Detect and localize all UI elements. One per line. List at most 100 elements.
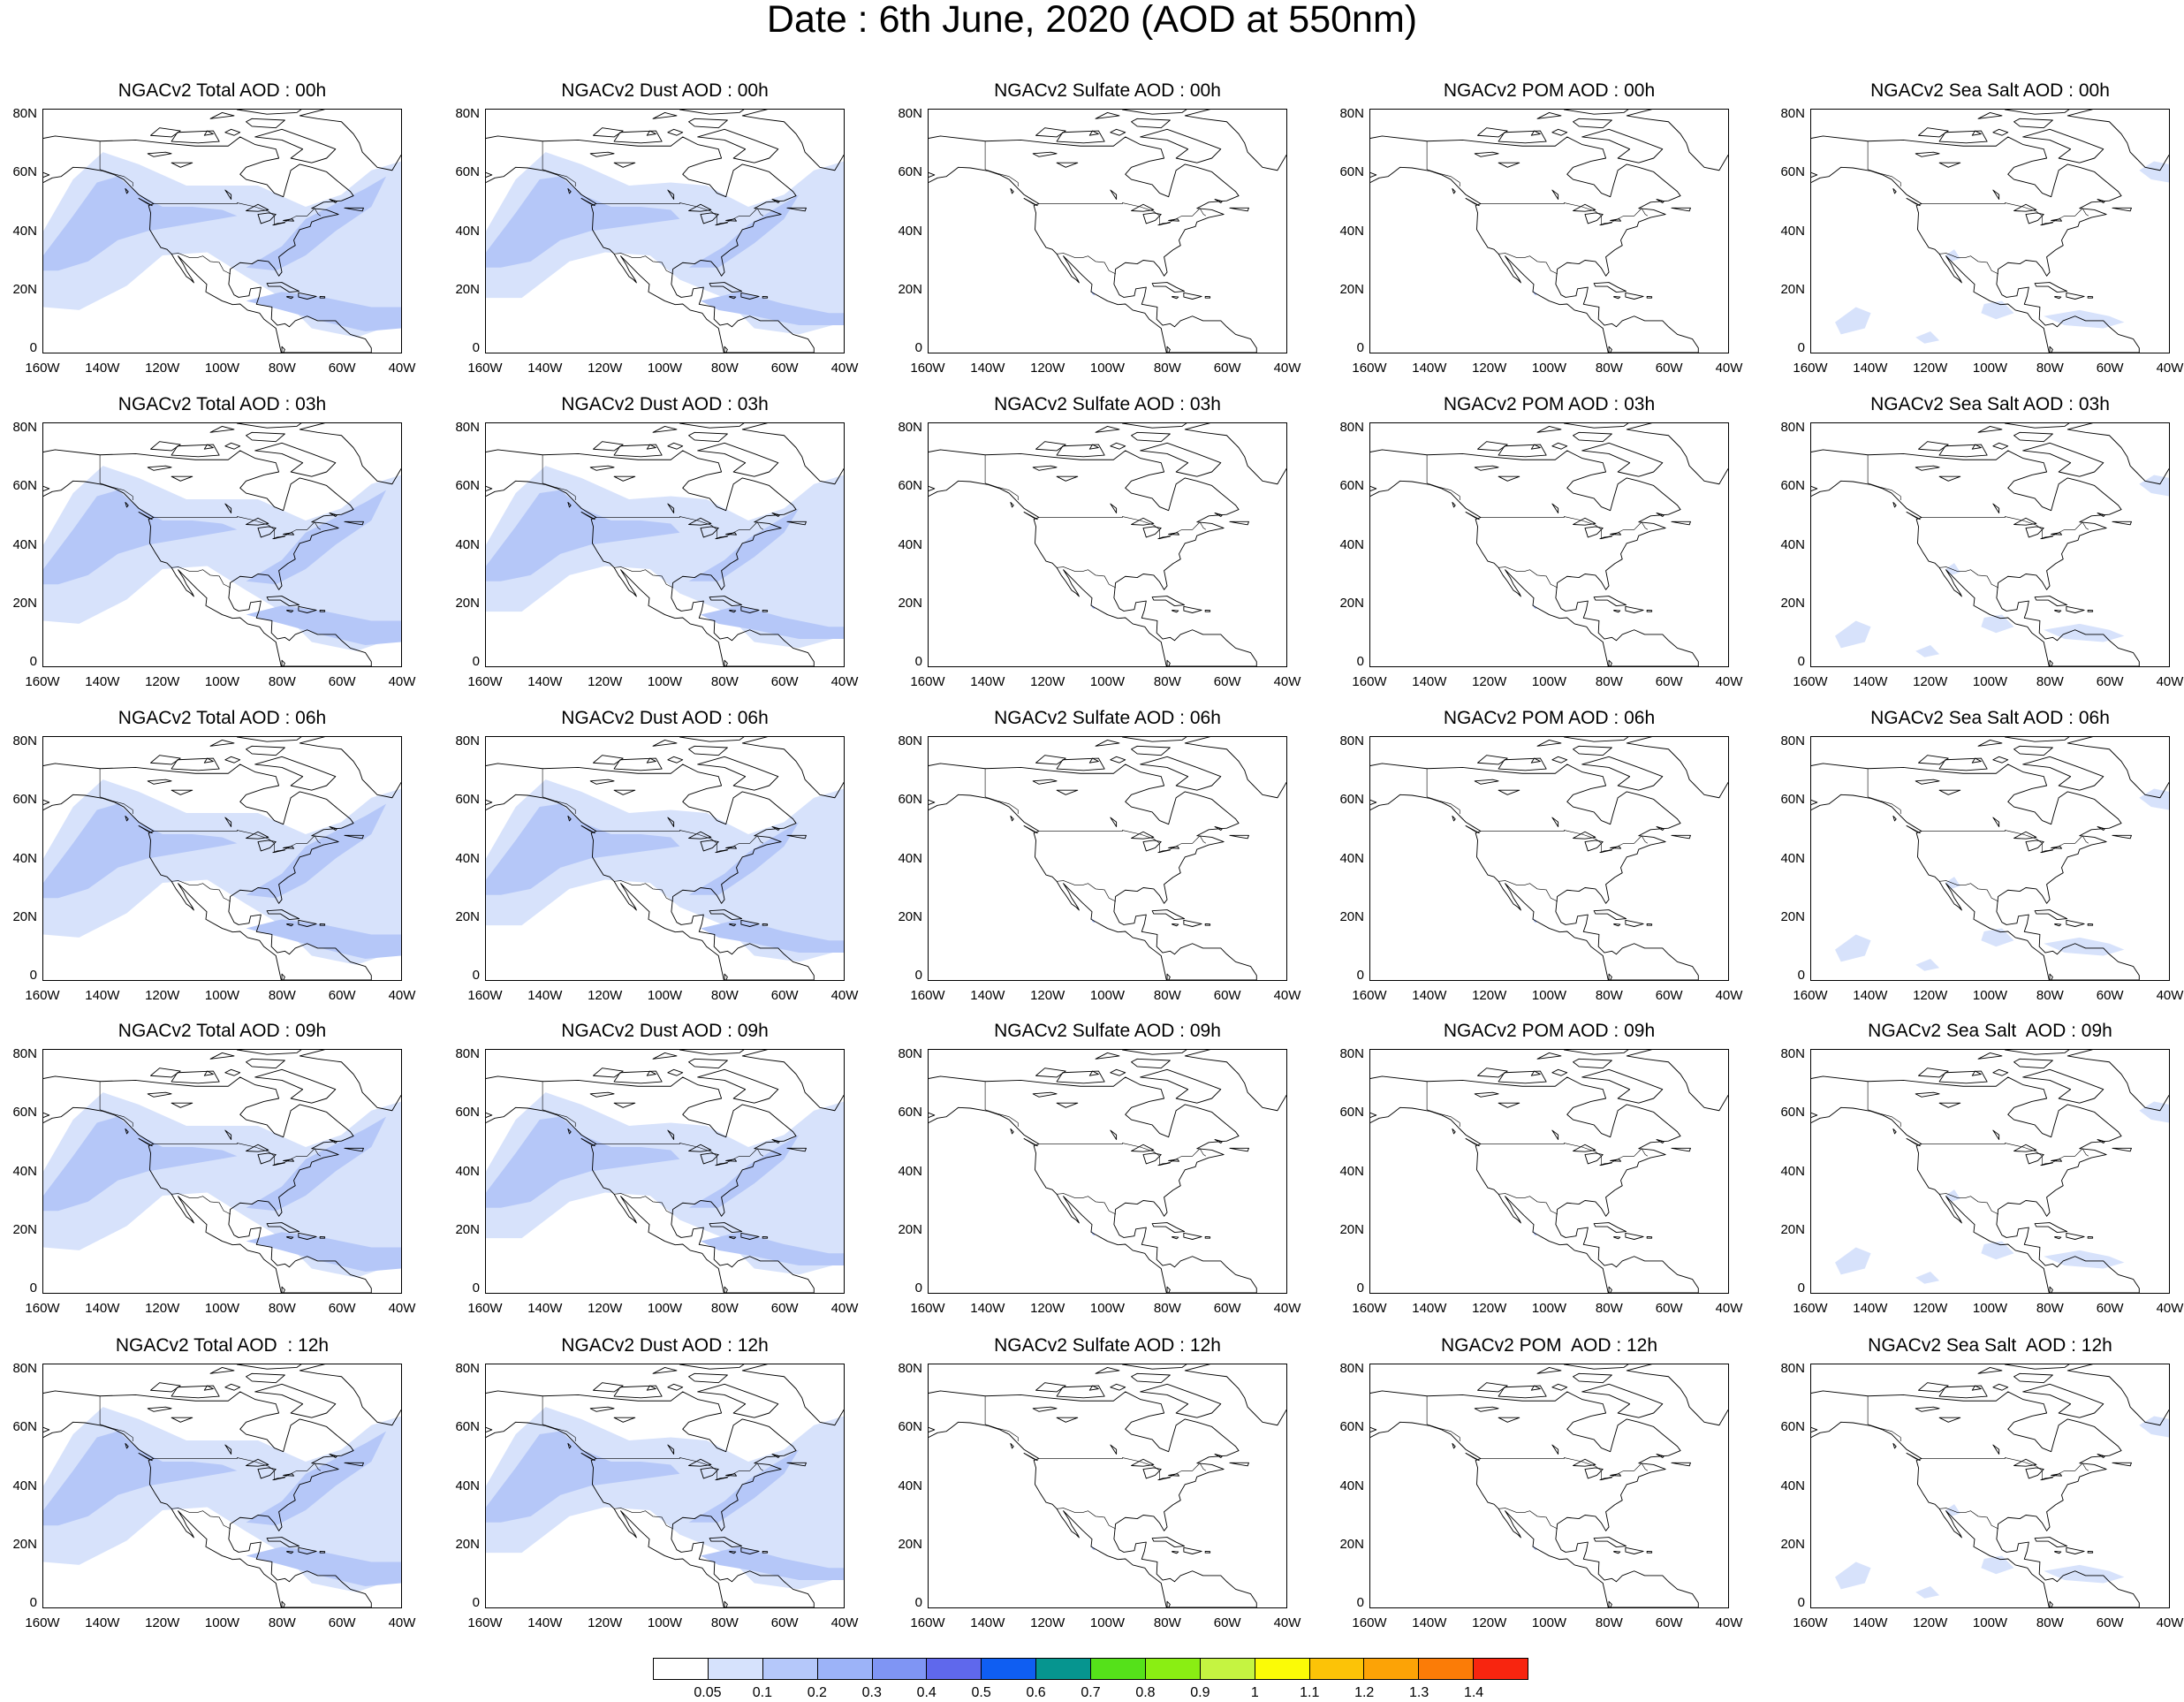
lon-tick-label: 60W bbox=[1213, 1615, 1241, 1630]
lon-tick-label: 60W bbox=[328, 988, 356, 1003]
aerosol-patch bbox=[1945, 1504, 1960, 1516]
coastline-lake bbox=[147, 1091, 172, 1098]
coastline-lake bbox=[1474, 779, 1499, 785]
map-canvas bbox=[1370, 423, 1728, 666]
lat-tick-label: 0 bbox=[1356, 1280, 1364, 1295]
coastline-lake bbox=[1498, 1102, 1520, 1108]
lat-tick-label: 0 bbox=[914, 1280, 922, 1295]
border-line bbox=[1867, 768, 1901, 814]
lat-tick-label: 80N bbox=[455, 1361, 480, 1376]
coastline-island bbox=[2013, 745, 2053, 756]
border-line bbox=[1480, 202, 1649, 226]
coastline-island bbox=[786, 834, 807, 840]
border-line bbox=[1057, 1193, 1117, 1215]
map-canvas bbox=[929, 110, 1286, 353]
border-line bbox=[171, 1508, 231, 1530]
lat-tick-label: 20N bbox=[898, 281, 922, 297]
political-borders bbox=[99, 454, 322, 589]
map-panel-dust bbox=[485, 1364, 845, 1608]
border-line bbox=[595, 1143, 764, 1166]
lat-tick-label: 0 bbox=[29, 968, 37, 983]
coastline-island bbox=[1214, 1453, 1223, 1458]
political-borders bbox=[542, 768, 764, 902]
coastline-island bbox=[2004, 1364, 2070, 1370]
border-line bbox=[984, 768, 1019, 814]
lat-tick-label: 60N bbox=[455, 164, 480, 180]
colorbar-tick-label: 1.2 bbox=[1354, 1685, 1375, 1700]
political-borders bbox=[99, 141, 322, 275]
coastline-island bbox=[1172, 295, 1179, 300]
coastline-island bbox=[2034, 596, 2068, 607]
coastline-island bbox=[236, 423, 302, 429]
coastline-island bbox=[1140, 756, 1222, 791]
lon-tick-label: 80W bbox=[710, 1615, 739, 1630]
aerosol-field bbox=[1835, 1101, 2169, 1284]
coastlines bbox=[1370, 737, 1728, 980]
lat-tick-label: 80N bbox=[12, 733, 37, 748]
coastline-island bbox=[688, 1058, 728, 1069]
lat-tick-label: 0 bbox=[1356, 654, 1364, 669]
coastline-island bbox=[298, 1546, 317, 1554]
coastline-north-america bbox=[929, 449, 1257, 666]
aerosol-patch bbox=[2139, 1101, 2169, 1123]
coastline-lake bbox=[1498, 1417, 1520, 1423]
coastline-lake bbox=[1498, 789, 1520, 795]
coastline-island bbox=[1906, 824, 1921, 834]
coastline-island bbox=[762, 295, 769, 299]
coastline-island bbox=[246, 1372, 285, 1384]
coastline-lake bbox=[224, 1444, 232, 1455]
coastline-north-america bbox=[1370, 763, 1699, 980]
coastline-island bbox=[1088, 130, 1099, 136]
coastline-island bbox=[1477, 1382, 1508, 1393]
aerosol-patch bbox=[688, 1449, 800, 1523]
coastline-lake bbox=[1032, 1406, 1058, 1412]
coastline-island bbox=[771, 512, 780, 517]
coastline-island bbox=[2066, 605, 2085, 613]
coastline-island bbox=[709, 909, 743, 921]
lon-tick-label: 100W bbox=[1531, 1615, 1567, 1630]
coastline-island bbox=[203, 1070, 214, 1076]
coastline-lake bbox=[2051, 846, 2062, 849]
border-line bbox=[171, 880, 231, 902]
coastline-island bbox=[2013, 1372, 2053, 1384]
lat-tick-label: 0 bbox=[29, 654, 37, 669]
coastline-lake bbox=[1992, 817, 2000, 827]
coastline-lake bbox=[589, 151, 615, 157]
border-line bbox=[1939, 1508, 1999, 1530]
lon-tick-label: 80W bbox=[1595, 361, 1623, 376]
coastline-greenland bbox=[1626, 737, 1728, 799]
border-line bbox=[1921, 830, 2089, 854]
political-borders bbox=[542, 1081, 764, 1215]
aerosol-patch bbox=[246, 490, 387, 585]
coastline-island bbox=[171, 757, 220, 771]
coastline-island bbox=[2013, 118, 2053, 129]
coastline-island bbox=[762, 1235, 769, 1239]
coastline-island bbox=[1229, 1147, 1249, 1152]
coastline-island bbox=[236, 1050, 302, 1055]
aerosol-patch bbox=[2044, 623, 2125, 642]
coastline-greenland bbox=[2066, 1364, 2169, 1426]
map-canvas bbox=[1811, 737, 2169, 980]
lat-tick-label: 60N bbox=[455, 1105, 480, 1121]
border-line bbox=[1498, 566, 1558, 589]
aerosol-patch bbox=[1915, 1271, 1940, 1284]
border-line bbox=[99, 1081, 133, 1127]
coastline-island bbox=[1023, 1137, 1038, 1147]
coastline-island bbox=[646, 1070, 656, 1076]
lon-tick-label: 40W bbox=[388, 988, 416, 1003]
coastline-island bbox=[329, 1453, 337, 1458]
coastline-lake bbox=[1056, 1417, 1079, 1423]
coastline-island bbox=[266, 909, 300, 921]
lon-tick-label: 160W bbox=[1352, 674, 1387, 689]
lat-tick-label: 80N bbox=[12, 1361, 37, 1376]
colorbar-tick-label: 0.4 bbox=[916, 1685, 937, 1700]
lat-tick-label: 80N bbox=[12, 420, 37, 435]
coastline-lake bbox=[1474, 465, 1499, 471]
coastline-island bbox=[667, 1383, 684, 1391]
coastline-island bbox=[2022, 128, 2104, 163]
aerosol-field bbox=[1835, 475, 2169, 657]
political-borders bbox=[984, 1081, 1207, 1215]
lon-tick-label: 60W bbox=[2096, 674, 2124, 689]
coastline-island bbox=[580, 824, 595, 834]
coastline-island bbox=[1056, 757, 1105, 771]
